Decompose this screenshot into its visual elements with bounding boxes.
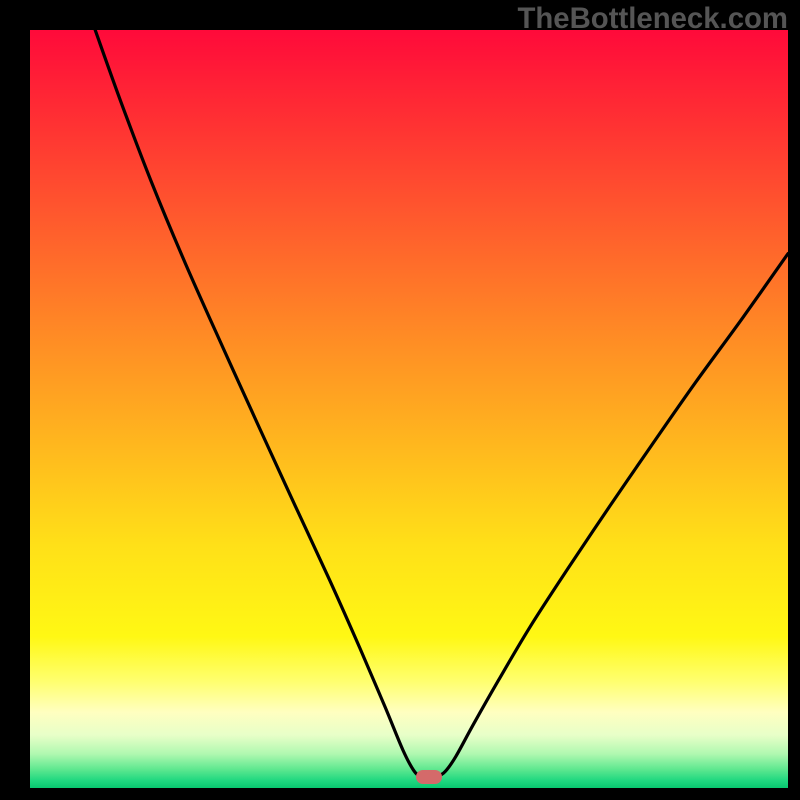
curve-path bbox=[95, 30, 788, 776]
watermark-text: TheBottleneck.com bbox=[517, 2, 788, 36]
optimum-marker bbox=[416, 770, 442, 784]
plot-area bbox=[30, 30, 788, 788]
bottleneck-curve bbox=[30, 30, 788, 788]
